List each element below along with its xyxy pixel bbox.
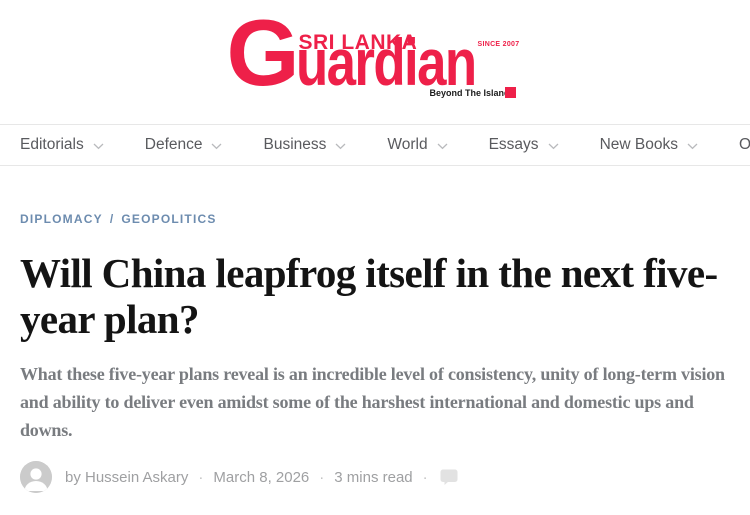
publish-date: March 8, 2026 bbox=[213, 468, 310, 486]
chevron-down-icon bbox=[212, 143, 222, 149]
chevron-down-icon bbox=[548, 143, 559, 149]
read-time: 3 mins read bbox=[334, 468, 413, 486]
byline-separator: · bbox=[319, 468, 325, 486]
chevron-down-icon bbox=[437, 143, 448, 149]
logo-overline-sri-lanka: SRI LANKA bbox=[298, 31, 418, 54]
logo-tagline: Beyond The Island bbox=[429, 88, 510, 98]
nav-item-label: Business bbox=[263, 136, 327, 153]
article-deck: What these five-year plans reveal is an … bbox=[20, 364, 725, 440]
main-nav: Editorials Defence Business World Essays… bbox=[0, 124, 750, 166]
author-avatar[interactable] bbox=[20, 461, 52, 493]
nav-item-label: Old S bbox=[738, 136, 750, 153]
logo-red-square bbox=[504, 87, 516, 98]
site-header: G uardian SRI LANKA SINCE 2007 Beyond Th… bbox=[0, 6, 750, 116]
byline-separator: · bbox=[422, 468, 428, 486]
nav-item-defence[interactable]: Defence bbox=[145, 136, 223, 154]
byline-separator: · bbox=[198, 468, 204, 486]
nav-item-label: Editorials bbox=[20, 136, 84, 153]
article-title: Will China leapfrog itself in the next f… bbox=[20, 250, 718, 342]
nav-item-label: Defence bbox=[144, 136, 203, 153]
person-icon bbox=[20, 461, 52, 493]
nav-item-label: New Books bbox=[599, 136, 678, 153]
breadcrumb-separator: / bbox=[109, 212, 115, 226]
article-main: DIPLOMACY / GEOPOLITICS Will China leapf… bbox=[0, 212, 750, 493]
comment-icon[interactable] bbox=[440, 469, 458, 485]
breadcrumb: DIPLOMACY / GEOPOLITICS bbox=[20, 212, 730, 226]
logo-wordmark-rest: uardian bbox=[295, 25, 477, 99]
article-byline: by Hussein Askary · March 8, 2026 · 3 mi… bbox=[20, 461, 730, 493]
chevron-down-icon bbox=[687, 143, 698, 149]
nav-item-essays[interactable]: Essays bbox=[489, 136, 559, 154]
author-name[interactable]: by Hussein Askary bbox=[65, 468, 189, 486]
nav-item-editorials[interactable]: Editorials bbox=[20, 136, 104, 154]
logo-since-badge: SINCE 2007 bbox=[477, 41, 520, 48]
breadcrumb-category-diplomacy[interactable]: DIPLOMACY bbox=[20, 212, 103, 226]
breadcrumb-category-geopolitics[interactable]: GEOPOLITICS bbox=[121, 212, 217, 226]
chevron-down-icon bbox=[93, 143, 104, 149]
site-logo[interactable]: G uardian SRI LANKA SINCE 2007 Beyond Th… bbox=[227, 6, 520, 104]
nav-item-new-books[interactable]: New Books bbox=[600, 136, 698, 154]
nav-item-business[interactable]: Business bbox=[263, 136, 346, 154]
nav-item-label: Essays bbox=[488, 136, 539, 153]
nav-item-old-s-truncated[interactable]: Old S bbox=[739, 136, 750, 154]
logo-letter-g: G bbox=[226, 0, 300, 105]
nav-item-label: World bbox=[387, 136, 428, 153]
nav-item-world[interactable]: World bbox=[387, 136, 448, 154]
chevron-down-icon bbox=[335, 143, 346, 149]
